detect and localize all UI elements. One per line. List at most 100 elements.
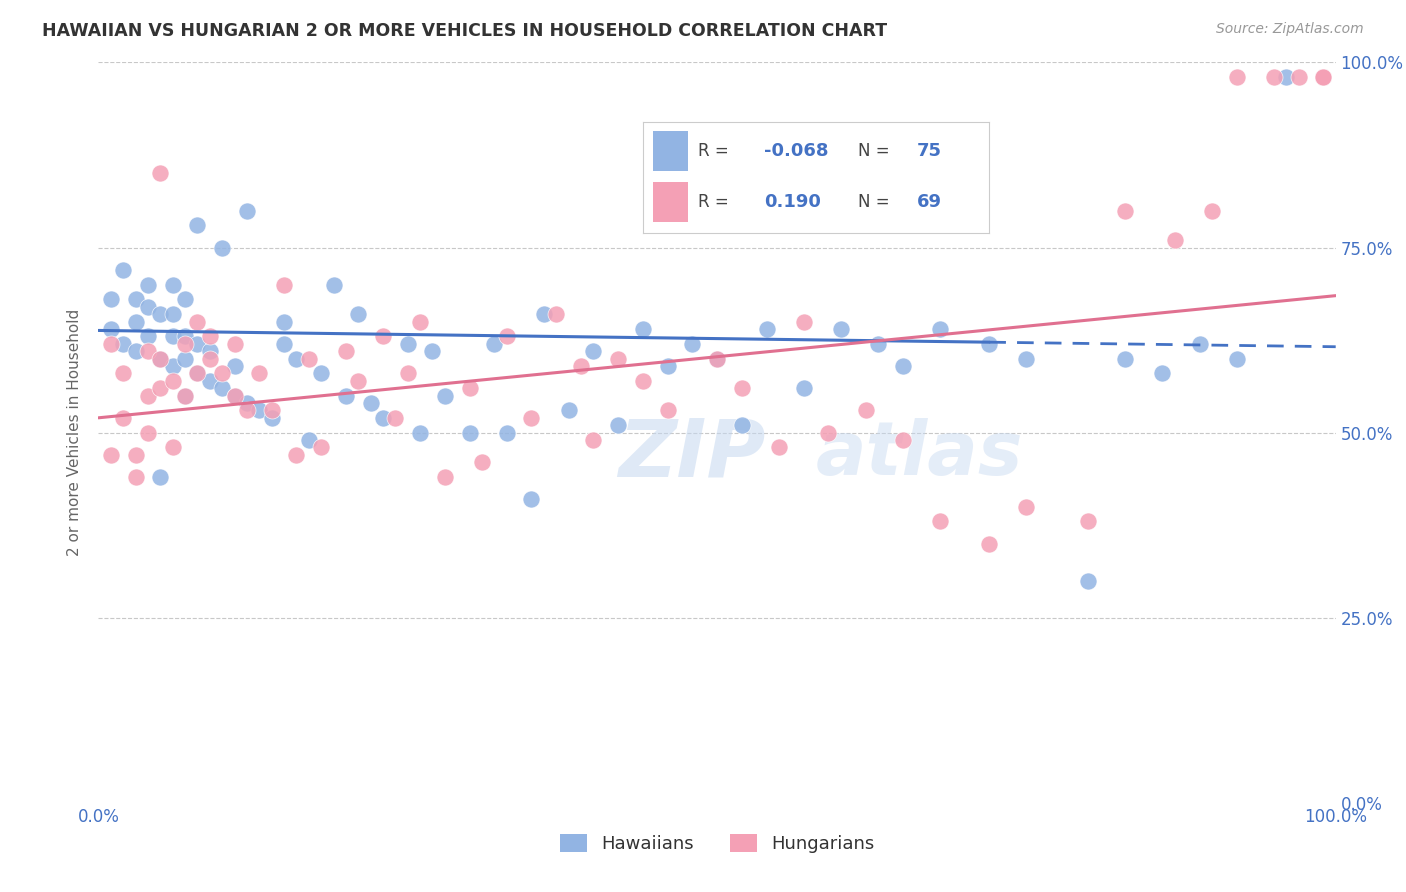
Point [124, 470, 146, 484]
Point [112, 336, 135, 351]
Point [768, 441, 790, 455]
Point [1164, 233, 1187, 247]
Point [224, 389, 246, 403]
Point [100, 322, 122, 336]
Point [607, 418, 630, 433]
Point [360, 396, 382, 410]
Point [631, 322, 654, 336]
Point [1152, 367, 1174, 381]
Point [136, 329, 159, 343]
Point [582, 433, 605, 447]
Point [817, 425, 839, 440]
Point [793, 315, 815, 329]
Point [236, 203, 259, 218]
Point [607, 351, 630, 366]
Point [236, 403, 259, 417]
Point [162, 277, 184, 292]
Point [681, 336, 703, 351]
Point [422, 344, 444, 359]
Point [1312, 70, 1334, 85]
Point [273, 315, 295, 329]
Point [174, 351, 197, 366]
Point [891, 359, 914, 373]
Point [260, 410, 283, 425]
Point [1226, 351, 1249, 366]
Point [174, 329, 197, 343]
Point [1201, 203, 1223, 218]
Point [520, 410, 543, 425]
Point [1188, 336, 1211, 351]
Point [546, 307, 568, 321]
Point [149, 307, 172, 321]
Point [186, 367, 208, 381]
Point [335, 344, 357, 359]
Point [979, 336, 1001, 351]
Point [211, 240, 233, 255]
Point [198, 344, 221, 359]
Point [224, 359, 246, 373]
Point [1312, 70, 1334, 85]
Point [273, 277, 295, 292]
Point [100, 293, 122, 307]
Point [520, 492, 543, 507]
Point [162, 359, 184, 373]
Text: atlas: atlas [815, 418, 1024, 491]
Point [100, 448, 122, 462]
Point [1077, 574, 1099, 588]
Point [433, 389, 456, 403]
Point [1114, 351, 1136, 366]
Point [198, 329, 221, 343]
Point [186, 367, 208, 381]
Point [335, 389, 357, 403]
Point [1077, 515, 1099, 529]
Point [186, 219, 208, 233]
Point [891, 433, 914, 447]
Point [793, 381, 815, 395]
Point [112, 410, 135, 425]
Point [569, 359, 592, 373]
Point [322, 277, 344, 292]
Point [347, 374, 370, 388]
Point [1288, 70, 1310, 85]
Point [174, 293, 197, 307]
Point [186, 315, 208, 329]
Point [298, 433, 321, 447]
Point [273, 336, 295, 351]
Point [149, 351, 172, 366]
Point [136, 389, 159, 403]
Point [162, 329, 184, 343]
Point [136, 277, 159, 292]
Point [409, 425, 432, 440]
Point [458, 381, 481, 395]
Point [495, 425, 517, 440]
Point [582, 344, 605, 359]
Point [162, 441, 184, 455]
Point [384, 410, 406, 425]
Legend: Hawaiians, Hungarians: Hawaiians, Hungarians [553, 827, 882, 861]
Point [706, 351, 728, 366]
Point [928, 515, 950, 529]
Point [149, 351, 172, 366]
Point [124, 315, 146, 329]
Point [433, 470, 456, 484]
Point [533, 307, 555, 321]
Point [471, 455, 494, 469]
Point [830, 322, 852, 336]
Point [112, 262, 135, 277]
Text: HAWAIIAN VS HUNGARIAN 2 OR MORE VEHICLES IN HOUSEHOLD CORRELATION CHART: HAWAIIAN VS HUNGARIAN 2 OR MORE VEHICLES… [42, 22, 887, 40]
Point [162, 307, 184, 321]
Point [1015, 500, 1038, 514]
Point [731, 381, 754, 395]
Point [174, 389, 197, 403]
Point [928, 322, 950, 336]
Point [247, 367, 270, 381]
Point [236, 396, 259, 410]
Point [631, 374, 654, 388]
Point [755, 322, 778, 336]
Point [136, 344, 159, 359]
Point [298, 351, 321, 366]
Point [371, 410, 394, 425]
Text: Source: ZipAtlas.com: Source: ZipAtlas.com [1216, 22, 1364, 37]
Point [285, 351, 308, 366]
Point [371, 329, 394, 343]
